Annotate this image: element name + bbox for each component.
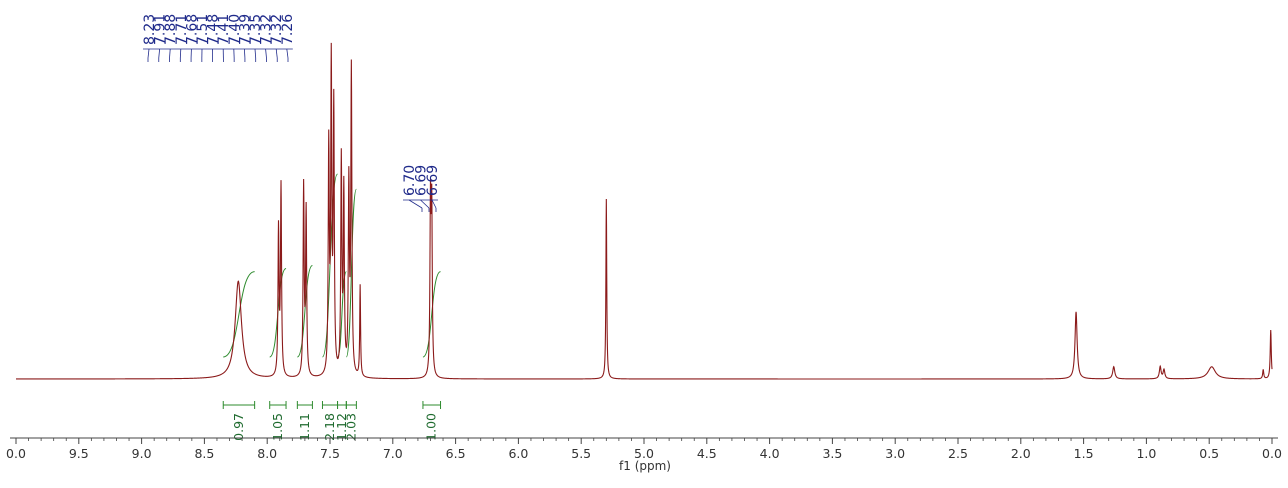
integral-value-5: 2.03 <box>343 413 358 441</box>
peak-group1-label-7: 7.41 <box>216 14 232 45</box>
x-tick-label: 2.5 <box>948 446 968 461</box>
x-tick-label: 3.0 <box>885 446 905 461</box>
peak-group1-leader-11 <box>265 48 267 59</box>
x-tick-label: 7.5 <box>320 446 340 461</box>
x-tick-label: 5.0 <box>634 446 654 461</box>
peak-group2-label-2: 6.69 <box>425 165 441 196</box>
x-axis-ticks: 0.0 9.5 9.0 8.5 8.0 7.5 7.0 6.5 6.0 5.5 5.0 4.5 4.0 3… <box>6 438 1282 461</box>
integral-value-6: 1.00 <box>424 413 439 441</box>
peak-group1-label-6: 7.48 <box>206 14 222 45</box>
spectrum-trace <box>16 42 1273 380</box>
peak-group1-label-3: 7.71 <box>174 14 190 45</box>
x-tick-label: 7.0 <box>383 446 403 461</box>
x-tick-label: 4.0 <box>760 446 780 461</box>
x-tick-label: 9.5 <box>69 446 89 461</box>
x-tick-label: 4.5 <box>697 446 717 461</box>
peak-group1-label-13: 7.26 <box>280 14 296 45</box>
x-tick-label: 1.5 <box>1074 446 1094 461</box>
peak-group2-label-1: 6.69 <box>414 165 430 196</box>
x-tick-label: 1.0 <box>1136 446 1156 461</box>
peak-group1-label-8: 7.40 <box>227 14 243 45</box>
integral-curve-6 <box>422 271 441 358</box>
peak-group1-leader-1 <box>158 48 160 59</box>
x-tick-label: 0.0 <box>6 446 26 461</box>
integral-value-2: 1.11 <box>297 413 312 441</box>
integral-curve-3 <box>321 173 339 358</box>
peak-group1-label-1: 7.91 <box>153 14 169 45</box>
x-tick-label: 8.0 <box>257 446 277 461</box>
peak-group1-label-10: 7.35 <box>248 14 264 45</box>
integral-curves <box>223 173 441 358</box>
x-axis-title: f1 (ppm) <box>619 459 671 473</box>
x-tick-label: 0.0 <box>1262 446 1282 461</box>
peak-group1-leader-2 <box>169 48 171 59</box>
x-tick-label: 9.0 <box>132 446 152 461</box>
integral-curve-2 <box>296 265 313 358</box>
peak-group1-label-5: 7.51 <box>195 14 211 45</box>
x-axis: 0.0 9.5 9.0 8.5 8.0 7.5 7.0 6.5 6.0 5.5 5.0 4.5 4.0 3… <box>6 437 1282 473</box>
integral-labels: 0.97 1.05 1.11 2.181.122.03 1.00 <box>222 401 442 441</box>
x-tick-label: 0.5 <box>1199 446 1219 461</box>
peak-group2-leader-2 <box>431 199 437 209</box>
integral-curve-0 <box>223 271 255 358</box>
peak-group1-leader-0 <box>147 48 150 59</box>
peak-labels: 8.237.917.887.717.687.517.487.417.407.39… <box>142 14 441 212</box>
peak-group1-leader-13 <box>286 48 289 59</box>
peak-group1-label-9: 7.39 <box>237 14 253 45</box>
peak-group1-label-4: 7.68 <box>184 14 200 45</box>
integral-value-3: 2.18 <box>322 413 337 441</box>
x-tick-label: 3.5 <box>822 446 842 461</box>
x-tick-label: 6.0 <box>508 446 528 461</box>
x-tick-label: 5.5 <box>571 446 591 461</box>
peak-group1-label-2: 7.88 <box>163 14 179 45</box>
x-tick-label: 2.0 <box>1011 446 1031 461</box>
integral-value-0: 0.97 <box>231 413 246 441</box>
peak-group2-label-0: 6.70 <box>402 165 418 196</box>
peak-group1-leader-12 <box>275 48 278 59</box>
x-tick-label: 6.5 <box>446 446 466 461</box>
integral-value-4: 1.12 <box>334 413 349 441</box>
peak-group1-label-0: 8.23 <box>142 14 158 45</box>
x-tick-label: 8.5 <box>194 446 214 461</box>
peak-group2-leader-1 <box>420 199 430 209</box>
peak-group1-leader-10 <box>254 48 257 59</box>
peak-group1-leader-9 <box>244 48 246 59</box>
peak-group1-label-12: 7.32 <box>269 14 285 45</box>
peak-group1-label-11: 7.32 <box>259 14 275 45</box>
spectrum <box>16 42 1273 380</box>
integral-curve-5 <box>345 188 357 358</box>
peak-group2-leader-0 <box>408 199 423 209</box>
integral-value-1: 1.05 <box>270 413 285 441</box>
